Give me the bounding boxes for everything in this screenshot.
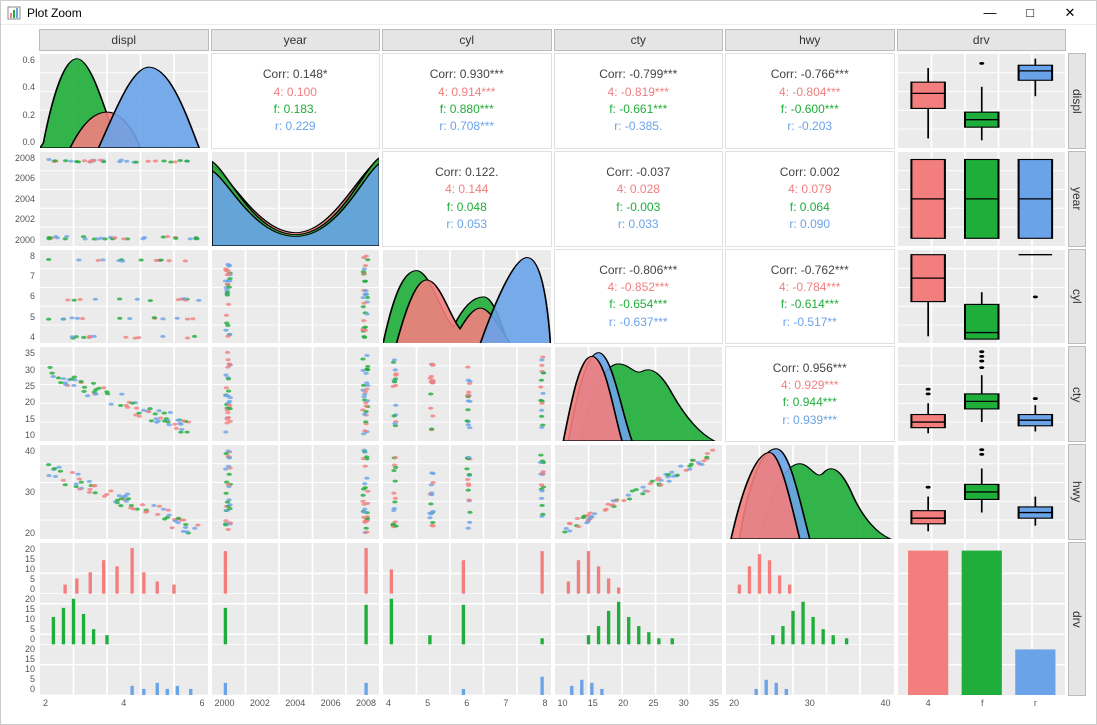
- close-button[interactable]: ✕: [1050, 2, 1090, 24]
- col-header-displ: displ: [39, 29, 209, 51]
- corr-displ_cty: Corr: -0.799*** 4: -0.819*** f: -0.661**…: [554, 53, 724, 149]
- row-header-hwy: hwy: [1068, 444, 1086, 540]
- bar-drv: [897, 542, 1067, 696]
- corr-year_cyl: Corr: 0.122. 4: 0.144 f: 0.048 r: 0.053: [382, 151, 552, 247]
- scatter-cty-displ: [39, 346, 209, 442]
- minimize-button[interactable]: —: [970, 2, 1010, 24]
- corr-displ_cyl: Corr: 0.930*** 4: 0.914*** f: 0.880*** r…: [382, 53, 552, 149]
- density-displ: [39, 53, 209, 149]
- x-axis-year: 20002002200420062008: [211, 698, 381, 720]
- plot-zoom-window: Plot Zoom — □ ✕ displyearcylctyhwydrv0.6…: [0, 0, 1097, 725]
- scatter-year-displ: [39, 151, 209, 247]
- titlebar: Plot Zoom — □ ✕: [1, 1, 1096, 25]
- col-header-hwy: hwy: [725, 29, 895, 51]
- y-axis-displ: 0.60.40.20.0: [5, 53, 37, 149]
- corr-cyl_hwy: Corr: -0.762*** 4: -0.784*** f: -0.614**…: [725, 249, 895, 345]
- corner-empty: [5, 29, 37, 51]
- y-axis-year: 20082006200420022000: [5, 151, 37, 247]
- box-cty-drv: [897, 346, 1067, 442]
- row-header-cty: cty: [1068, 346, 1086, 442]
- y-axis-hwy: 403020: [5, 444, 37, 540]
- corr-year_cty: Corr: -0.037 4: 0.028 f: -0.003 r: 0.033: [554, 151, 724, 247]
- scatter-hwy-cty: [554, 444, 724, 540]
- scatter-cyl-year: [211, 249, 381, 345]
- box-displ-drv: [897, 53, 1067, 149]
- col-header-cty: cty: [554, 29, 724, 51]
- box-year-drv: [897, 151, 1067, 247]
- row-header-displ: displ: [1068, 53, 1086, 149]
- facetbar-drv-cyl: [382, 542, 552, 696]
- density-hwy: [725, 444, 895, 540]
- y-axis-cyl: 87654: [5, 249, 37, 345]
- maximize-button[interactable]: □: [1010, 2, 1050, 24]
- corr-cty_hwy: Corr: 0.956*** 4: 0.929*** f: 0.944*** r…: [725, 346, 895, 442]
- x-axis-cty: 101520253035: [554, 698, 724, 720]
- row-header-drv: drv: [1068, 542, 1086, 696]
- scatter-cyl-displ: [39, 249, 209, 345]
- scatter-hwy-displ: [39, 444, 209, 540]
- corr-year_hwy: Corr: 0.002 4: 0.079 f: 0.064 r: 0.090: [725, 151, 895, 247]
- density-year: [211, 151, 381, 247]
- facetbar-drv-year: [211, 542, 381, 696]
- y-axis-cty: 353025201510: [5, 346, 37, 442]
- scatter-cty-cyl: [382, 346, 552, 442]
- density-cty: [554, 346, 724, 442]
- facetbar-drv-cty: [554, 542, 724, 696]
- scatter-cty-year: [211, 346, 381, 442]
- facetbar-drv-displ: [39, 542, 209, 696]
- col-header-drv: drv: [897, 29, 1067, 51]
- col-header-cyl: cyl: [382, 29, 552, 51]
- box-cyl-drv: [897, 249, 1067, 345]
- box-hwy-drv: [897, 444, 1067, 540]
- plot-area: displyearcylctyhwydrv0.60.40.20.0Corr: 0…: [1, 25, 1096, 724]
- corr-cyl_cty: Corr: -0.806*** 4: -0.852*** f: -0.654**…: [554, 249, 724, 345]
- y-axis-drv: 201510502015105020151050: [5, 542, 37, 696]
- corr-displ_hwy: Corr: -0.766*** 4: -0.804*** f: -0.600**…: [725, 53, 895, 149]
- scatter-hwy-cyl: [382, 444, 552, 540]
- x-axis-drv: 4fr: [897, 698, 1067, 720]
- x-axis-displ: 246: [39, 698, 209, 720]
- scatter-hwy-year: [211, 444, 381, 540]
- x-axis-hwy: 203040: [725, 698, 895, 720]
- app-icon: [7, 6, 21, 20]
- row-header-cyl: cyl: [1068, 249, 1086, 345]
- x-axis-cyl: 45678: [382, 698, 552, 720]
- density-cyl: [382, 249, 552, 345]
- window-title: Plot Zoom: [27, 6, 82, 20]
- col-header-year: year: [211, 29, 381, 51]
- corr-displ_year: Corr: 0.148* 4: 0.100 f: 0.183. r: 0.229: [211, 53, 381, 149]
- row-header-year: year: [1068, 151, 1086, 247]
- facetbar-drv-hwy: [725, 542, 895, 696]
